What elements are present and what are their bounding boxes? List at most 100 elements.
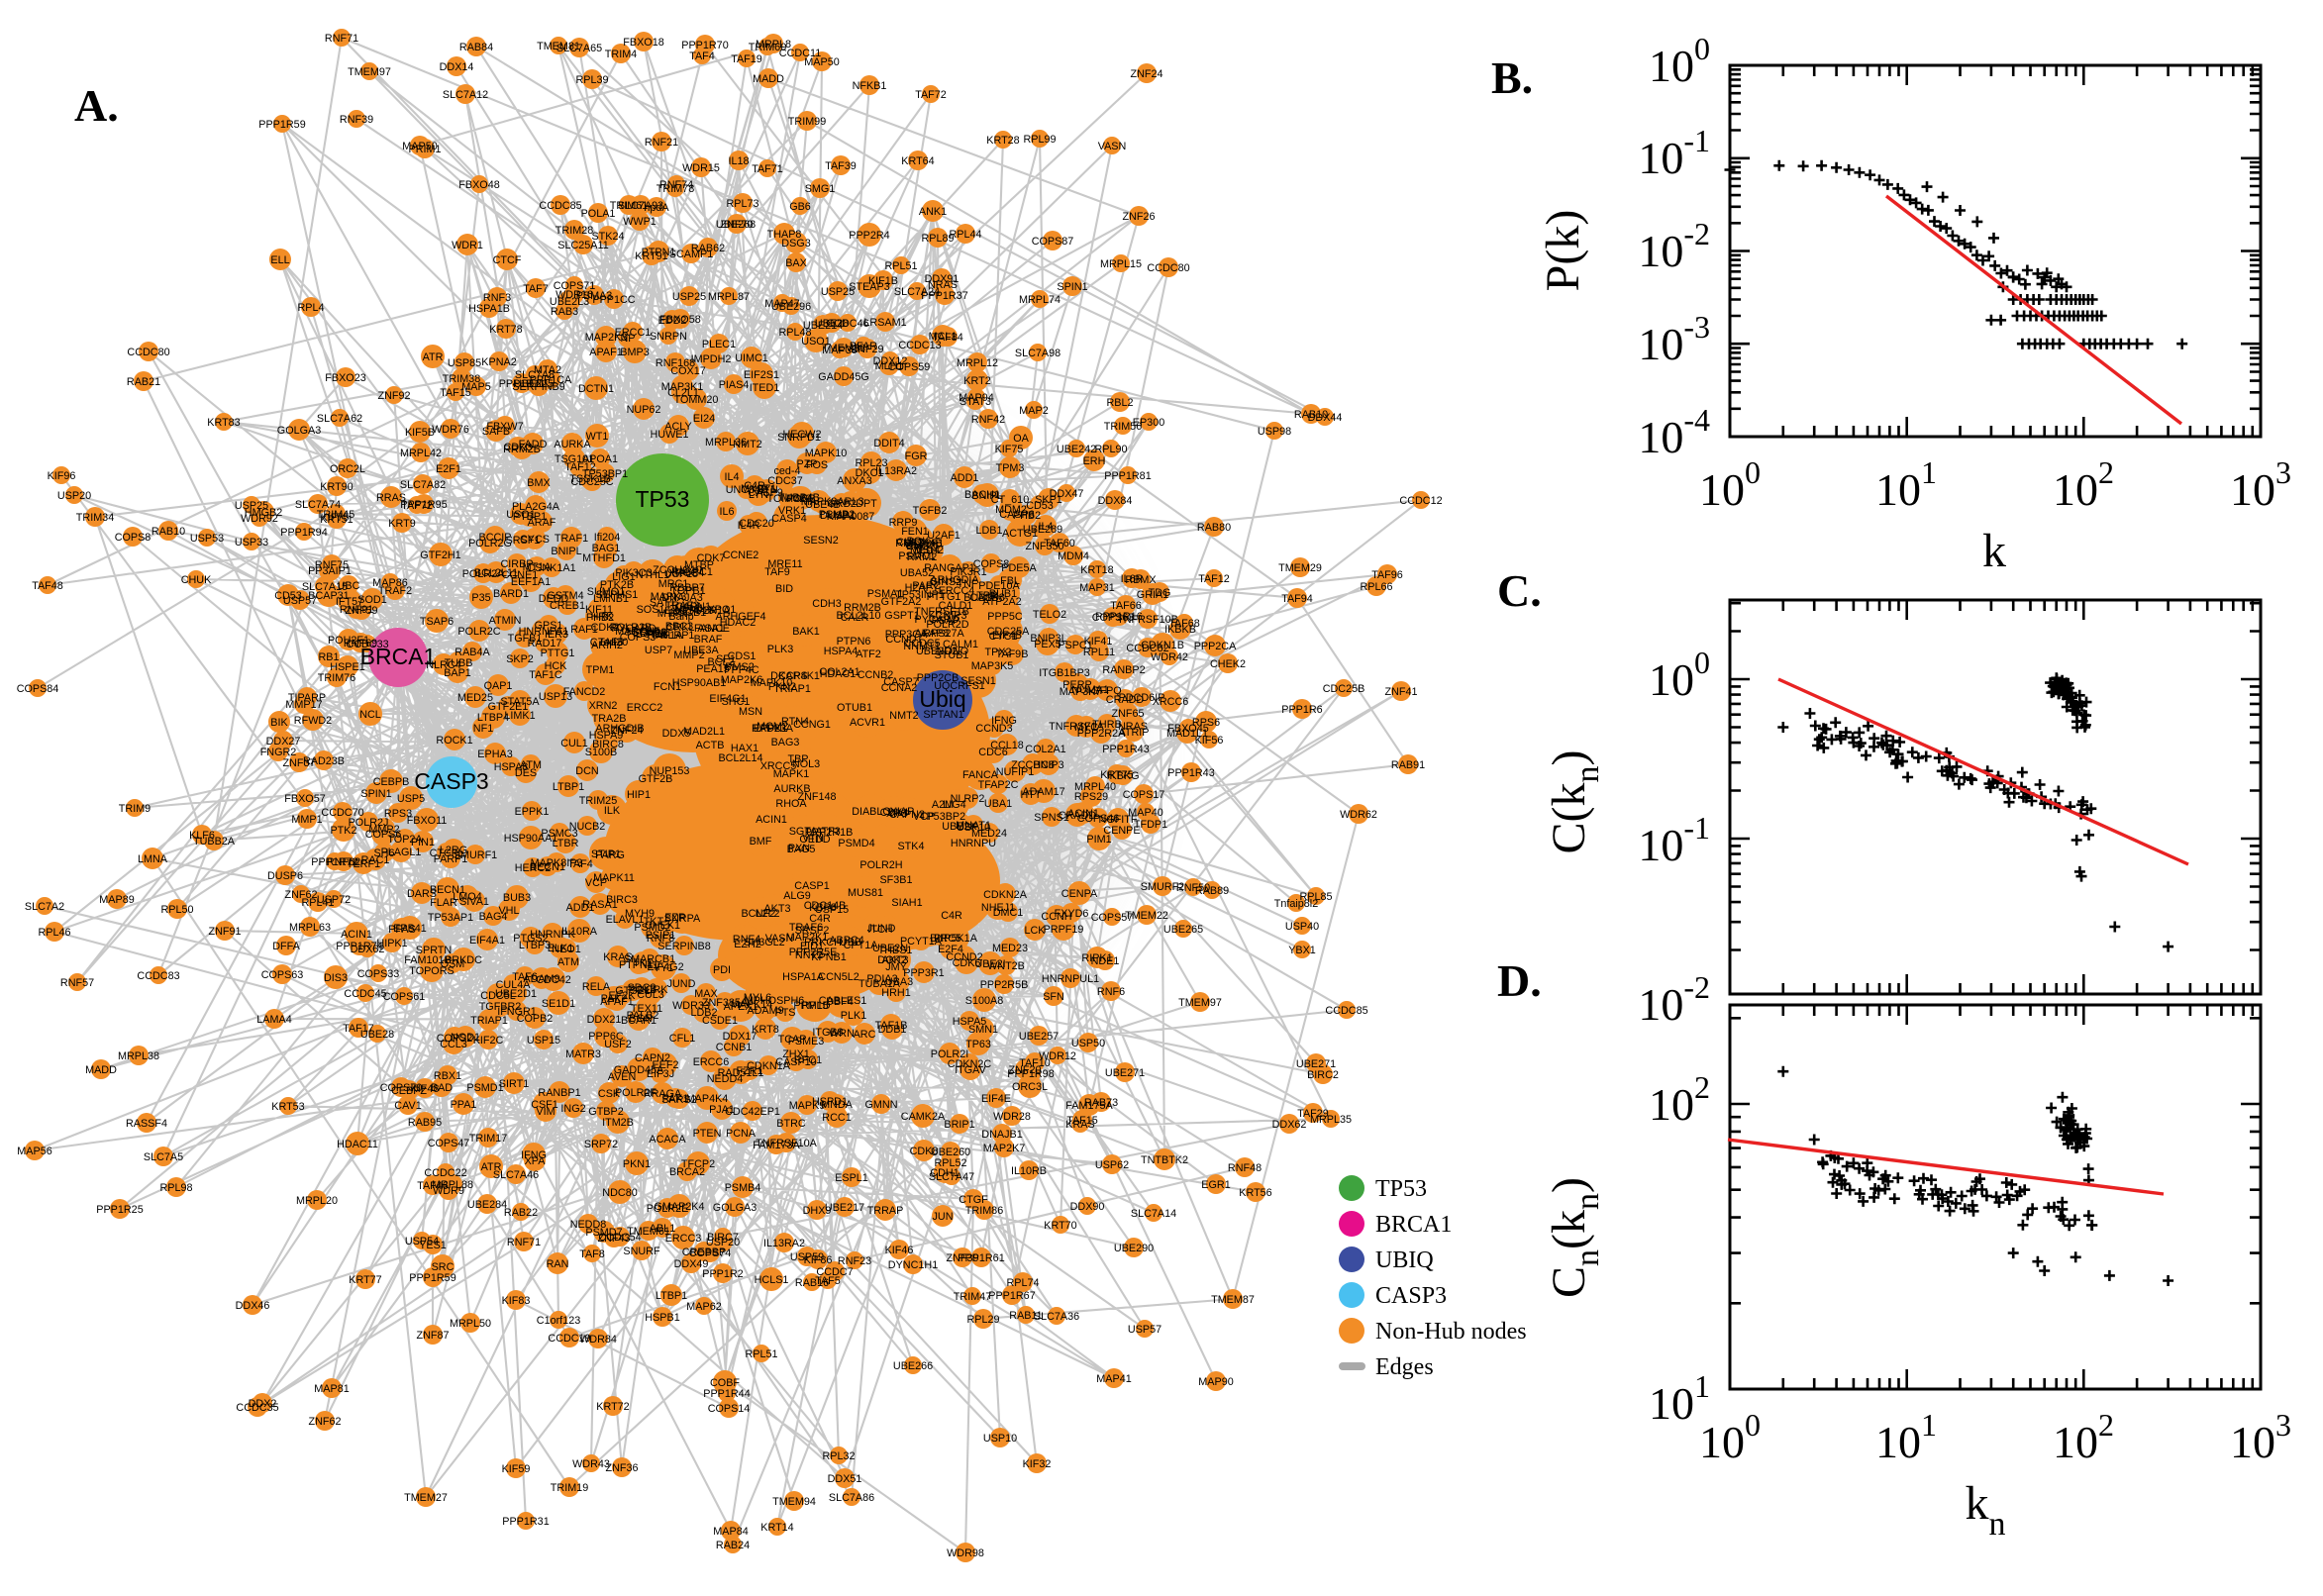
svg-text:RNF39: RNF39 (340, 114, 373, 126)
svg-text:UBE28: UBE28 (360, 1029, 394, 1041)
svg-text:TRAF1: TRAF1 (555, 533, 588, 545)
svg-text:PDE10A: PDE10A (978, 580, 1020, 592)
svg-text:MAPK10: MAPK10 (805, 448, 848, 459)
svg-text:RCC1: RCC1 (822, 1112, 851, 1124)
svg-text:DDX12: DDX12 (873, 355, 908, 367)
svg-text:MRPL12: MRPL12 (957, 357, 998, 369)
svg-text:TRIM4: TRIM4 (605, 49, 637, 60)
svg-text:A.: A. (74, 80, 119, 131)
svg-text:MRPL15: MRPL15 (1100, 258, 1142, 270)
svg-text:ZNF91: ZNF91 (209, 926, 242, 938)
svg-text:IL6: IL6 (719, 506, 734, 518)
svg-text:MAP62: MAP62 (686, 1301, 721, 1313)
svg-text:CDC42EP1: CDC42EP1 (725, 1106, 780, 1118)
svg-text:CASP3: CASP3 (414, 768, 488, 794)
svg-text:BAG1: BAG1 (592, 543, 621, 554)
svg-text:ZNF62: ZNF62 (309, 1416, 342, 1428)
svg-text:PCNA: PCNA (726, 1128, 757, 1140)
svg-text:KARS: KARS (778, 670, 807, 682)
svg-text:TAF68: TAF68 (1168, 618, 1200, 630)
svg-text:CCDC13: CCDC13 (898, 340, 941, 351)
svg-text:USP25: USP25 (235, 500, 268, 512)
svg-text:DIS3: DIS3 (324, 972, 348, 984)
svg-text:RAB16: RAB16 (795, 1277, 829, 1289)
svg-text:CASP3: CASP3 (1375, 1283, 1447, 1309)
svg-text:LCK: LCK (1024, 925, 1046, 937)
svg-text:RAB10: RAB10 (152, 526, 185, 538)
svg-text:TSSK1B: TSSK1B (569, 473, 610, 485)
svg-text:VCP: VCP (585, 877, 607, 889)
svg-text:DUSP1: DUSP1 (820, 510, 856, 522)
svg-text:USP72: USP72 (317, 894, 351, 906)
svg-text:RPL50: RPL50 (160, 904, 193, 916)
svg-text:ATRIP: ATRIP (1119, 727, 1150, 739)
svg-text:ATM: ATM (557, 956, 579, 968)
svg-text:STIP1: STIP1 (591, 848, 621, 860)
svg-text:WDR15: WDR15 (682, 162, 720, 174)
svg-text:BAG5: BAG5 (787, 844, 816, 855)
svg-text:ELK1: ELK1 (548, 943, 573, 954)
svg-text:KRT14: KRT14 (760, 1522, 793, 1534)
svg-text:MRPL8: MRPL8 (756, 39, 791, 50)
svg-text:PPP1R6: PPP1R6 (1281, 704, 1322, 716)
svg-text:RNF75: RNF75 (315, 559, 349, 571)
svg-text:TMEM61: TMEM61 (627, 1226, 670, 1238)
svg-text:FANCD2: FANCD2 (563, 686, 606, 698)
svg-text:SLC7A14: SLC7A14 (1131, 1208, 1176, 1220)
svg-text:TRIM38: TRIM38 (443, 373, 480, 385)
svg-text:HECW2: HECW2 (783, 429, 822, 441)
svg-text:CAPN2: CAPN2 (889, 809, 925, 821)
svg-text:MAP47: MAP47 (764, 298, 799, 310)
svg-text:RB1: RB1 (318, 651, 339, 663)
svg-text:SNRPN: SNRPN (650, 331, 687, 343)
svg-text:TSAP6: TSAP6 (420, 616, 454, 628)
svg-text:KPNA2: KPNA2 (481, 356, 516, 368)
svg-text:EGR1: EGR1 (1201, 1179, 1230, 1191)
svg-text:USP5: USP5 (397, 793, 425, 805)
svg-text:CDKN2A: CDKN2A (983, 889, 1028, 901)
svg-text:NUCB1: NUCB1 (670, 607, 707, 619)
svg-text:BAX: BAX (785, 257, 807, 269)
svg-text:TAF8: TAF8 (579, 1248, 605, 1260)
svg-text:KIF41: KIF41 (1084, 636, 1113, 648)
svg-text:IL10RB: IL10RB (1011, 1165, 1047, 1177)
svg-text:TRAF6: TRAF6 (789, 922, 823, 934)
svg-text:POLR2F: POLR2F (615, 1087, 656, 1099)
svg-text:RPL4: RPL4 (297, 302, 324, 314)
svg-text:CDC42: CDC42 (536, 974, 570, 986)
svg-text:KIF5B: KIF5B (405, 427, 435, 439)
svg-text:RANBP1: RANBP1 (538, 1087, 580, 1099)
svg-text:PLK3: PLK3 (767, 644, 793, 655)
svg-text:RFWD2: RFWD2 (294, 715, 332, 727)
svg-text:USP57: USP57 (1128, 1324, 1162, 1336)
svg-text:UBA1: UBA1 (984, 798, 1012, 810)
svg-text:UBE290: UBE290 (1114, 1243, 1154, 1254)
svg-text:USF2: USF2 (604, 1039, 632, 1050)
svg-text:THRB: THRB (1092, 719, 1121, 731)
svg-text:MED4: MED4 (910, 545, 940, 556)
svg-text:MAP50: MAP50 (804, 56, 839, 68)
svg-text:DDX14: DDX14 (440, 61, 474, 73)
svg-text:PPP1R25: PPP1R25 (96, 1204, 143, 1216)
svg-text:BMF: BMF (750, 836, 772, 848)
svg-text:ZNF92: ZNF92 (378, 390, 411, 402)
svg-text:RAB3: RAB3 (551, 306, 578, 318)
svg-text:RPL98: RPL98 (159, 1182, 192, 1194)
svg-text:TMEM97: TMEM97 (1178, 997, 1222, 1009)
svg-text:JUND: JUND (867, 923, 896, 935)
svg-text:KIF59: KIF59 (502, 1463, 531, 1475)
svg-text:ANXA3: ANXA3 (837, 475, 871, 487)
svg-text:ACIN1: ACIN1 (341, 929, 372, 941)
svg-text:WDR98: WDR98 (947, 1547, 984, 1559)
svg-text:MAP94: MAP94 (959, 392, 993, 404)
svg-text:WWP1: WWP1 (623, 216, 656, 228)
svg-text:POLR2E: POLR2E (647, 1203, 689, 1215)
svg-text:Ubiq: Ubiq (919, 686, 965, 712)
svg-text:EIF4E: EIF4E (981, 1093, 1011, 1105)
svg-text:RPL39: RPL39 (575, 74, 608, 86)
svg-text:DDX90: DDX90 (1070, 1201, 1105, 1213)
svg-text:RNF57: RNF57 (60, 977, 94, 989)
svg-text:C7orf20: C7orf20 (590, 637, 628, 648)
svg-text:ZHX1: ZHX1 (782, 1048, 810, 1060)
svg-text:FBXO23: FBXO23 (325, 372, 365, 384)
